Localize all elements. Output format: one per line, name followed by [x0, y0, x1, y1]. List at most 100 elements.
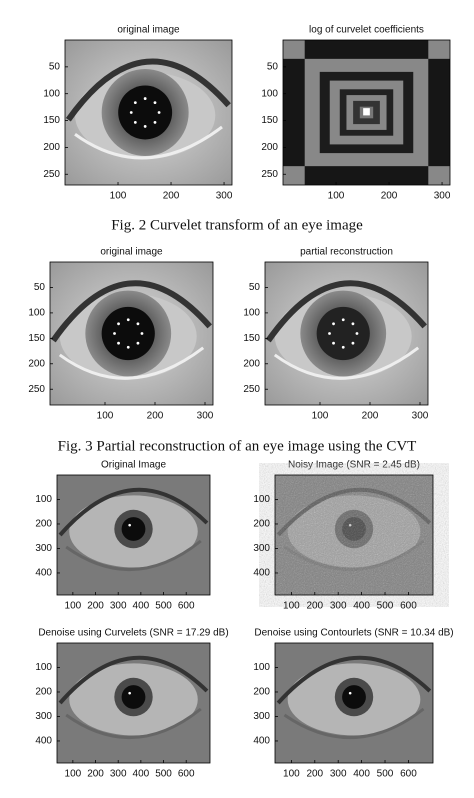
x-tick-label: 100: [65, 601, 82, 612]
panel: Original Image 100 200 300 400 500 600 100 200 30…: [35, 460, 211, 612]
glint: [133, 101, 137, 105]
y-tick-label: 400: [35, 736, 52, 747]
x-tick-label: 100: [110, 191, 127, 202]
x-tick-label: 600: [400, 601, 417, 612]
x-tick-label: 100: [328, 191, 345, 202]
corner: [428, 40, 450, 59]
lower-lid: [65, 539, 202, 572]
glint: [332, 341, 335, 345]
panel: Denoise using Contourlets (SNR = 10.34 d…: [253, 628, 453, 780]
x-tick-label: 200: [87, 601, 104, 612]
image-frame: [274, 474, 434, 596]
x-tick-label: 400: [353, 601, 370, 612]
x-tick-label: 300: [434, 191, 451, 202]
y-tick-label: 200: [253, 519, 270, 530]
glint: [113, 332, 116, 335]
x-tick-label: 100: [283, 601, 300, 612]
y-tick-label: 100: [28, 308, 45, 319]
upper-lid: [65, 58, 231, 122]
glint: [128, 691, 131, 695]
glint: [328, 332, 331, 335]
panel-title: log of curvelet coefficients: [309, 25, 424, 36]
y-tick-label: 150: [43, 115, 60, 126]
x-tick-label: 600: [178, 769, 195, 780]
panel: log of curvelet coefficients 100 200 300 50 1…: [261, 25, 451, 202]
panel: original image 100 200 300 50 100 150 200 250: [43, 25, 233, 202]
y-tick-label: 250: [261, 169, 278, 180]
y-tick-label: 300: [35, 711, 52, 722]
y-tick-label: 200: [253, 687, 270, 698]
image-frame: [56, 642, 211, 764]
x-tick-label: 300: [110, 601, 127, 612]
upper-lid: [58, 655, 209, 705]
y-tick-label: 250: [43, 169, 60, 180]
pupil: [316, 306, 370, 361]
y-tick-label: 100: [35, 494, 52, 505]
y-tick-label: 100: [43, 88, 60, 99]
y-tick-label: 250: [28, 384, 45, 395]
x-tick-label: 300: [110, 769, 127, 780]
x-tick-label: 300: [197, 411, 214, 422]
panel-title: original image: [100, 247, 163, 258]
panel-title: Denoise using Curvelets (SNR = 17.29 dB): [38, 628, 228, 639]
y-tick-label: 300: [253, 711, 270, 722]
x-tick-label: 600: [400, 769, 417, 780]
y-tick-label: 100: [243, 308, 260, 319]
image-frame: [64, 39, 233, 186]
y-tick-label: 200: [35, 687, 52, 698]
y-tick-label: 50: [249, 282, 261, 293]
y-tick-label: 50: [34, 282, 46, 293]
x-tick-label: 200: [87, 769, 104, 780]
glint: [136, 341, 140, 345]
upper-lid: [276, 655, 432, 705]
panel: Noisy Image (SNR = 2.45 dB) 100 200 300 400 5…: [253, 460, 434, 612]
glint: [153, 101, 157, 105]
x-tick-label: 200: [163, 191, 180, 202]
glint: [128, 523, 131, 527]
noise: [275, 475, 433, 595]
lower-lid: [283, 707, 425, 740]
lower-lid: [74, 125, 223, 160]
glint: [348, 691, 352, 695]
x-tick-label: 500: [155, 769, 172, 780]
panel: Denoise using Curvelets (SNR = 17.29 dB)…: [35, 628, 228, 780]
image-frame: [274, 642, 434, 764]
y-tick-label: 250: [243, 384, 260, 395]
y-tick-label: 400: [35, 568, 52, 579]
center: [363, 108, 370, 116]
x-tick-label: 400: [133, 601, 150, 612]
corner: [283, 40, 305, 59]
glint: [136, 322, 140, 326]
glint: [143, 125, 147, 128]
corner: [428, 166, 450, 185]
glint: [341, 318, 345, 322]
panel: partial reconstruction 100 200 300 50 100 150 2…: [243, 247, 428, 422]
y-tick-label: 200: [28, 358, 45, 369]
panel: original image 100 200 300 50 100 150 200 250: [28, 247, 213, 422]
x-tick-label: 300: [330, 769, 347, 780]
lower-lid: [58, 346, 205, 380]
panel-title: original image: [117, 25, 180, 36]
y-tick-label: 50: [49, 61, 61, 72]
pupil: [101, 306, 155, 361]
y-tick-label: 100: [253, 494, 270, 505]
panel-title: Denoise using Contourlets (SNR = 10.34 d…: [254, 628, 453, 639]
panel-title: Noisy Image (SNR = 2.45 dB): [288, 460, 420, 471]
glint: [117, 322, 120, 326]
image-frame: [49, 261, 214, 406]
image-frame: [56, 474, 211, 596]
x-tick-label: 500: [155, 601, 172, 612]
y-tick-label: 50: [267, 61, 279, 72]
glint: [332, 322, 335, 326]
x-tick-label: 600: [178, 601, 195, 612]
y-tick-label: 200: [243, 358, 260, 369]
glint: [126, 318, 130, 322]
y-tick-label: 400: [253, 736, 270, 747]
y-tick-label: 300: [253, 543, 270, 554]
x-tick-label: 200: [381, 191, 398, 202]
x-tick-label: 200: [306, 601, 323, 612]
pupil: [342, 685, 366, 709]
y-tick-label: 150: [243, 333, 260, 344]
y-tick-label: 100: [35, 662, 52, 673]
